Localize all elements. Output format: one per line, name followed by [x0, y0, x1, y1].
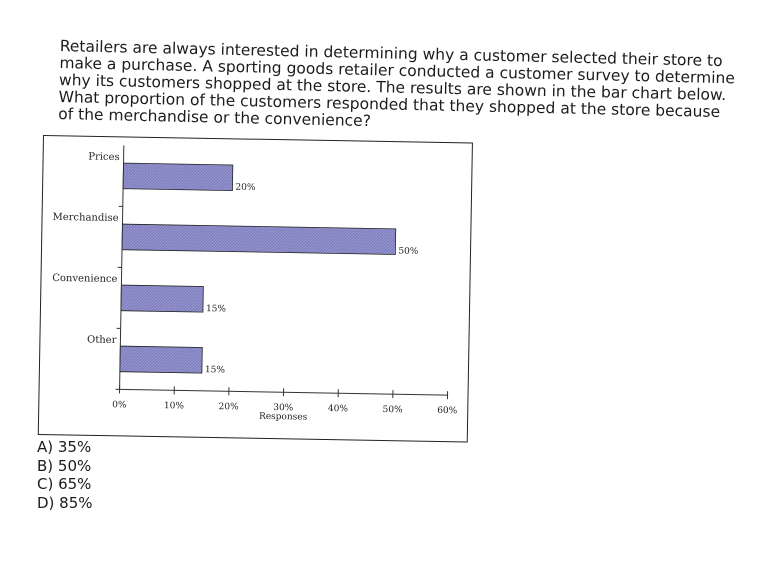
x-tick-label: 40%: [328, 404, 349, 414]
data-label: 15%: [206, 304, 227, 314]
bar-chart-svg: Prices 20% Merchandise 50% Convenience 15% Oth…: [52, 145, 458, 423]
x-tick-label: 0%: [112, 400, 127, 410]
x-tick-label: 10%: [164, 401, 185, 411]
category-label: Convenience: [52, 273, 117, 285]
data-label: 50%: [398, 247, 419, 257]
bar: [122, 162, 234, 192]
x-tick-label: 20%: [219, 402, 240, 412]
answer-choice[interactable]: C) 65%: [37, 475, 92, 493]
data-label: 15%: [205, 365, 226, 375]
bar-chart: Prices 20% Merchandise 50% Convenience 15% Oth…: [37, 135, 473, 443]
category-label: Other: [87, 334, 117, 346]
answer-choice[interactable]: B) 50%: [37, 456, 92, 475]
answer-choices: A) 35% B) 50% C) 65% D) 85%: [37, 438, 93, 512]
bar: [121, 223, 397, 255]
bar: [119, 345, 203, 374]
category-label: Prices: [88, 151, 120, 163]
x-tick-label: 50%: [382, 405, 403, 415]
question-text: Retailers are always interested in deter…: [58, 37, 735, 138]
data-label: 20%: [235, 183, 256, 193]
category-label: Merchandise: [52, 212, 118, 224]
x-tick-label: 30%: [273, 403, 294, 413]
answer-choice[interactable]: D) 85%: [37, 493, 93, 512]
bar: [120, 284, 204, 313]
x-tick-label: 60%: [437, 406, 458, 416]
answer-choice[interactable]: A) 35%: [37, 438, 92, 456]
x-axis-label: Responses: [259, 412, 308, 423]
